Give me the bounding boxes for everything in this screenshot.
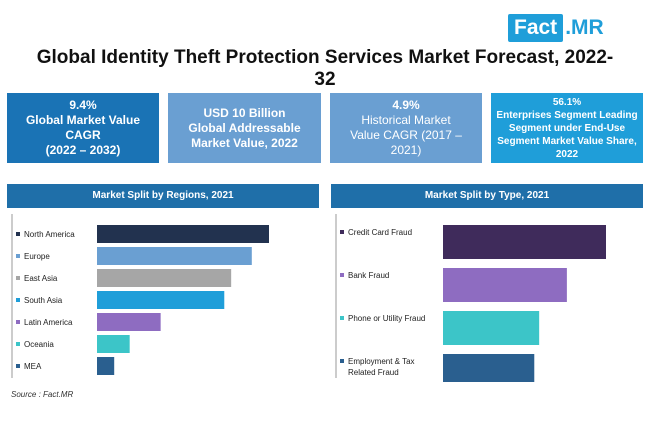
category-label-east-asia: East Asia	[24, 274, 58, 283]
kpi-label-line: Segment Market Value Share,	[497, 135, 637, 147]
factmr-logo: Fact .MR	[508, 14, 628, 42]
kpi-label-line: CAGR	[65, 128, 101, 142]
regions-chart: North America Europe East Asia South Asia La…	[7, 212, 319, 382]
category-label-north-america: North America	[24, 230, 75, 239]
type-panel-title: Market Split by Type, 2021	[331, 184, 643, 208]
kpi-label-line: 2021)	[390, 143, 422, 157]
regions-chart-svg: North America Europe East Asia South Asia La…	[11, 214, 269, 378]
kpi-label-line: Value CAGR (2017 –	[350, 128, 462, 142]
kpi-card-market-cagr: 9.4% Global Market Value CAGR (2022 – 20…	[7, 93, 159, 163]
bar-east-asia	[97, 269, 232, 287]
legend-marker-oceania	[16, 342, 20, 346]
kpi-label-line: 2022	[555, 148, 579, 160]
regions-panel-title: Market Split by Regions, 2021	[7, 184, 319, 208]
kpi-label-line: (2022 – 2032)	[45, 143, 121, 157]
category-label-latin-america: Latin America	[24, 318, 73, 327]
kpi-label-line: Segment under End-Use	[508, 122, 626, 134]
page-title: Global Identity Theft Protection Service…	[36, 47, 614, 90]
category-label-credit-card-fraud: Credit Card Fraud	[348, 228, 412, 237]
bar-europe	[97, 247, 252, 265]
legend-marker-europe	[16, 254, 20, 258]
kpi-label-line: Market Value, 2022	[191, 135, 298, 150]
bar-mea	[97, 357, 115, 375]
logo-fact-text: Fact	[508, 14, 564, 42]
legend-marker-phone-or-utility-fraud	[340, 316, 344, 320]
bar-oceania	[97, 335, 130, 353]
bar-credit-card-fraud	[443, 225, 606, 259]
category-label-employment-tax-related-fraud: Employment & Tax	[348, 357, 415, 366]
kpi-card-historical-cagr: 4.9% Historical Market Value CAGR (2017 …	[330, 93, 482, 163]
legend-marker-latin-america	[16, 320, 20, 324]
category-label-mea: MEA	[24, 362, 42, 371]
kpi-value: USD 10 Billion	[203, 105, 286, 120]
category-label-employment-tax-related-fraud: Related Fraud	[348, 368, 399, 377]
legend-marker-mea	[16, 364, 20, 368]
kpi-card-addressable-value: USD 10 Billion Global Addressable Market…	[168, 93, 321, 163]
type-chart-svg: Credit Card Fraud Bank Fraud Phone or Util…	[335, 214, 606, 382]
kpi-label-line: Global Addressable	[188, 120, 301, 135]
bar-north-america	[97, 225, 269, 243]
bar-phone-or-utility-fraud	[443, 311, 540, 345]
source-note: Source : Fact.MR	[11, 390, 74, 399]
legend-marker-bank-fraud	[340, 273, 344, 277]
bar-latin-america	[97, 313, 161, 331]
category-label-phone-or-utility-fraud: Phone or Utility Fraud	[348, 314, 425, 323]
legend-marker-east-asia	[16, 276, 20, 280]
bar-employment-tax-related-fraud	[443, 354, 535, 382]
kpi-label-line: Historical Market	[361, 113, 451, 127]
type-chart: Credit Card Fraud Bank Fraud Phone or Util…	[331, 212, 643, 382]
category-label-oceania: Oceania	[24, 340, 54, 349]
kpi-value: 4.9%	[392, 98, 420, 112]
category-label-europe: Europe	[24, 252, 50, 261]
kpi-card-enterprise-share: 56.1% Enterprises Segment Leading Segmen…	[491, 93, 643, 163]
legend-marker-credit-card-fraud	[340, 230, 344, 234]
category-label-bank-fraud: Bank Fraud	[348, 271, 389, 280]
kpi-value: 56.1%	[552, 96, 582, 108]
bar-south-asia	[97, 291, 225, 309]
logo-mr-text: .MR	[565, 16, 604, 39]
kpi-value: 9.4%	[69, 98, 97, 112]
category-label-south-asia: South Asia	[24, 296, 63, 305]
kpi-label-line: Enterprises Segment Leading	[496, 109, 638, 121]
legend-marker-north-america	[16, 232, 20, 236]
kpi-label-line: Global Market Value	[25, 113, 141, 127]
bar-bank-fraud	[443, 268, 567, 302]
legend-marker-employment-tax-related-fraud	[340, 359, 344, 363]
legend-marker-south-asia	[16, 298, 20, 302]
